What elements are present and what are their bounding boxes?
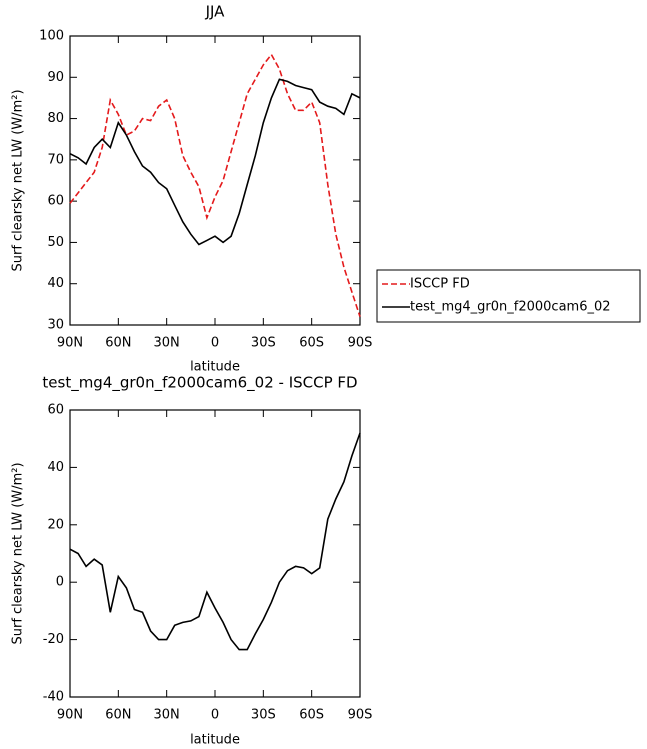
y-tick-label: 70 <box>47 152 64 167</box>
x-tick-label: 30S <box>251 708 276 723</box>
chart-title: JJA <box>205 3 226 21</box>
y-tick-label: 100 <box>39 29 64 44</box>
data-line <box>69 432 361 651</box>
y-tick-label: 60 <box>47 403 64 418</box>
y-tick-label: 90 <box>47 70 64 85</box>
x-tick-label: 30N <box>154 336 180 351</box>
data-line <box>69 78 361 246</box>
data-line <box>69 53 361 317</box>
chart-title: test_mg4_gr0n_f2000cam6_02 - ISCCP FD <box>42 374 357 393</box>
x-tick-label: 30N <box>154 708 180 723</box>
legend-box <box>376 269 641 323</box>
x-tick-label: 90N <box>57 336 83 351</box>
legend-label: ISCCP FD <box>410 277 470 292</box>
x-tick-label: 30S <box>251 336 276 351</box>
x-tick-label: 60N <box>105 336 131 351</box>
x-tick-label: 60S <box>299 708 324 723</box>
y-tick-label: 30 <box>47 318 64 333</box>
y-tick-label: 40 <box>47 460 64 475</box>
y-tick-label: 50 <box>47 235 64 250</box>
x-tick-label: 90S <box>348 336 373 351</box>
x-tick-label: 60S <box>299 336 324 351</box>
y-tick-label: 0 <box>56 575 64 590</box>
x-tick-label: 90N <box>57 708 83 723</box>
plot-frame <box>69 409 361 698</box>
y-axis-label: Surf clearsky net LW (W/m²) <box>11 462 26 644</box>
y-tick-label: -20 <box>43 632 64 647</box>
y-tick-label: -40 <box>43 690 64 705</box>
plot-frame <box>69 35 361 326</box>
x-axis-label: latitude <box>190 733 240 748</box>
x-tick-label: 60N <box>105 708 131 723</box>
y-tick-label: 80 <box>47 111 64 126</box>
y-tick-label: 60 <box>47 194 64 209</box>
legend-label: test_mg4_gr0n_f2000cam6_02 <box>410 300 611 315</box>
y-tick-label: 40 <box>47 276 64 291</box>
x-tick-label: 0 <box>211 708 219 723</box>
x-axis-label: latitude <box>190 360 240 375</box>
y-tick-label: 20 <box>47 517 64 532</box>
x-tick-label: 0 <box>211 336 219 351</box>
x-tick-label: 90S <box>348 708 373 723</box>
y-axis-label: Surf clearsky net LW (W/m²) <box>11 89 26 271</box>
